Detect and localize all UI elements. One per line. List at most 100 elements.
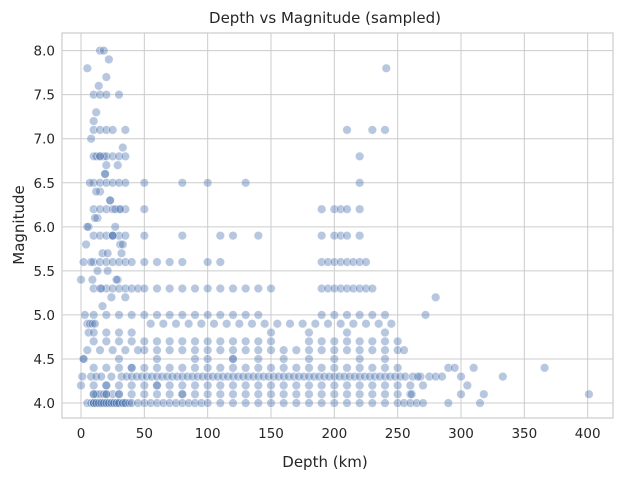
data-point — [407, 389, 417, 399]
data-point — [222, 319, 232, 329]
data-point — [132, 371, 142, 382]
data-point — [279, 345, 289, 355]
data-point — [393, 363, 403, 373]
data-point — [215, 310, 225, 320]
data-point — [106, 371, 116, 382]
data-point — [104, 398, 114, 408]
data-point — [355, 345, 365, 355]
data-point — [177, 389, 187, 399]
x-tick-label: 200 — [321, 426, 347, 442]
data-point — [241, 310, 251, 320]
data-point — [215, 363, 225, 373]
data-point — [177, 231, 187, 241]
data-point — [355, 389, 365, 399]
y-tick-label: 4.5 — [34, 352, 55, 368]
data-point — [101, 90, 111, 100]
data-point — [228, 231, 238, 241]
grid — [62, 33, 613, 418]
data-point — [355, 336, 365, 346]
data-point — [114, 283, 124, 294]
data-point — [355, 151, 365, 161]
data-point — [116, 248, 127, 258]
data-point — [241, 345, 251, 355]
data-point — [266, 380, 276, 391]
data-point — [284, 371, 294, 382]
data-point — [127, 380, 137, 391]
data-point — [355, 310, 365, 320]
data-point — [344, 371, 355, 382]
data-point — [89, 231, 99, 241]
data-point — [91, 186, 101, 197]
data-point — [253, 345, 263, 355]
data-point — [241, 398, 251, 408]
data-point — [323, 257, 333, 267]
data-point — [329, 398, 339, 408]
data-point — [266, 398, 276, 408]
data-point — [304, 398, 314, 408]
data-point — [91, 107, 101, 117]
data-point — [190, 310, 200, 320]
data-point — [285, 319, 295, 329]
data-point — [304, 354, 314, 364]
data-point — [76, 380, 86, 391]
data-point — [95, 345, 105, 355]
data-point — [462, 380, 472, 391]
data-point — [266, 283, 276, 294]
data-point — [108, 178, 118, 188]
data-point — [120, 151, 130, 161]
data-point — [370, 371, 380, 382]
data-point — [334, 371, 345, 382]
data-point — [120, 257, 130, 267]
data-point — [304, 336, 314, 346]
data-point — [291, 363, 301, 373]
data-point — [92, 213, 103, 223]
data-point — [380, 371, 390, 382]
data-point — [101, 283, 111, 294]
data-point — [114, 327, 124, 338]
data-point — [390, 371, 400, 382]
data-point — [192, 371, 203, 382]
data-point — [146, 319, 156, 329]
data-point — [89, 327, 99, 338]
data-point — [162, 371, 172, 382]
data-point — [291, 398, 301, 408]
data-point — [101, 178, 111, 188]
data-point — [152, 345, 162, 355]
data-point — [127, 363, 137, 373]
data-point — [215, 380, 225, 391]
chart-title: Depth vs Magnitude (sampled) — [209, 9, 441, 27]
data-point — [190, 336, 200, 346]
data-point — [317, 204, 327, 214]
data-point — [152, 363, 162, 373]
data-point — [165, 336, 175, 346]
data-point — [253, 398, 263, 408]
y-tick-label: 5.5 — [34, 264, 55, 280]
data-point — [279, 380, 289, 391]
data-point — [115, 239, 125, 250]
data-point — [209, 319, 219, 329]
data-point — [367, 389, 377, 399]
data-point — [190, 363, 200, 373]
data-point — [355, 257, 365, 267]
data-point — [279, 389, 289, 399]
data-point — [317, 345, 327, 355]
data-point — [177, 257, 187, 267]
data-point — [203, 389, 213, 399]
data-point — [431, 292, 441, 302]
data-point — [367, 380, 377, 391]
data-point — [96, 283, 106, 294]
data-point — [367, 125, 377, 135]
data-point — [152, 283, 162, 294]
y-tick-label: 6.5 — [34, 176, 55, 192]
data-point — [399, 345, 409, 355]
data-point — [86, 134, 96, 144]
data-point — [114, 363, 124, 373]
data-point — [215, 283, 225, 294]
data-point — [355, 204, 365, 214]
data-point — [437, 371, 447, 382]
data-point — [203, 363, 213, 373]
data-point — [279, 354, 289, 364]
data-point — [152, 310, 162, 320]
data-point — [108, 204, 118, 214]
data-point — [158, 319, 168, 329]
